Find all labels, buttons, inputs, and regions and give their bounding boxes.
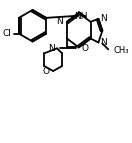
- Text: N: N: [48, 44, 55, 53]
- Text: NH: NH: [74, 12, 88, 21]
- Text: O: O: [42, 67, 49, 77]
- Text: N: N: [100, 38, 107, 47]
- Text: N: N: [56, 17, 63, 26]
- Text: N: N: [100, 14, 107, 23]
- Text: O: O: [82, 44, 89, 53]
- Text: CH₃: CH₃: [113, 46, 129, 55]
- Text: Cl: Cl: [2, 29, 11, 38]
